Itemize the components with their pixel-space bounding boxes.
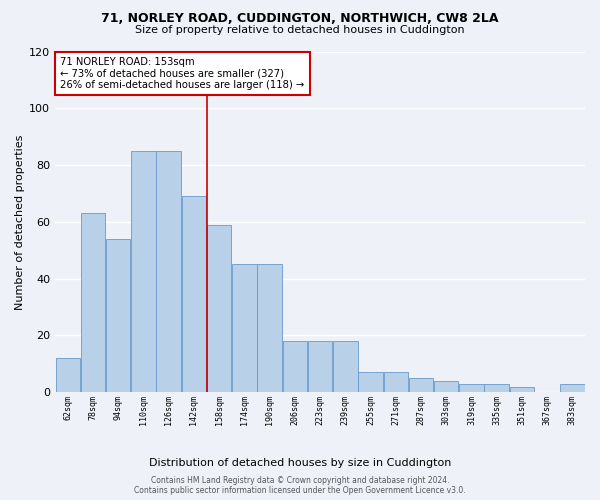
- Text: Contains public sector information licensed under the Open Government Licence v3: Contains public sector information licen…: [134, 486, 466, 495]
- Text: Size of property relative to detached houses in Cuddington: Size of property relative to detached ho…: [135, 25, 465, 35]
- Bar: [333, 341, 358, 392]
- Bar: [560, 384, 584, 392]
- Bar: [409, 378, 433, 392]
- Bar: [283, 341, 307, 392]
- Bar: [207, 224, 232, 392]
- Bar: [509, 386, 534, 392]
- Y-axis label: Number of detached properties: Number of detached properties: [15, 134, 25, 310]
- Bar: [106, 239, 130, 392]
- Bar: [358, 372, 383, 392]
- Bar: [56, 358, 80, 392]
- Bar: [81, 214, 105, 392]
- Text: 71 NORLEY ROAD: 153sqm
← 73% of detached houses are smaller (327)
26% of semi-de: 71 NORLEY ROAD: 153sqm ← 73% of detached…: [61, 56, 305, 90]
- Text: Contains HM Land Registry data © Crown copyright and database right 2024.: Contains HM Land Registry data © Crown c…: [151, 476, 449, 485]
- Bar: [157, 151, 181, 392]
- Bar: [383, 372, 408, 392]
- Text: Distribution of detached houses by size in Cuddington: Distribution of detached houses by size …: [149, 458, 451, 468]
- Text: 71, NORLEY ROAD, CUDDINGTON, NORTHWICH, CW8 2LA: 71, NORLEY ROAD, CUDDINGTON, NORTHWICH, …: [101, 12, 499, 26]
- Bar: [434, 381, 458, 392]
- Bar: [131, 151, 155, 392]
- Bar: [459, 384, 484, 392]
- Bar: [182, 196, 206, 392]
- Bar: [257, 264, 282, 392]
- Bar: [232, 264, 257, 392]
- Bar: [484, 384, 509, 392]
- Bar: [308, 341, 332, 392]
